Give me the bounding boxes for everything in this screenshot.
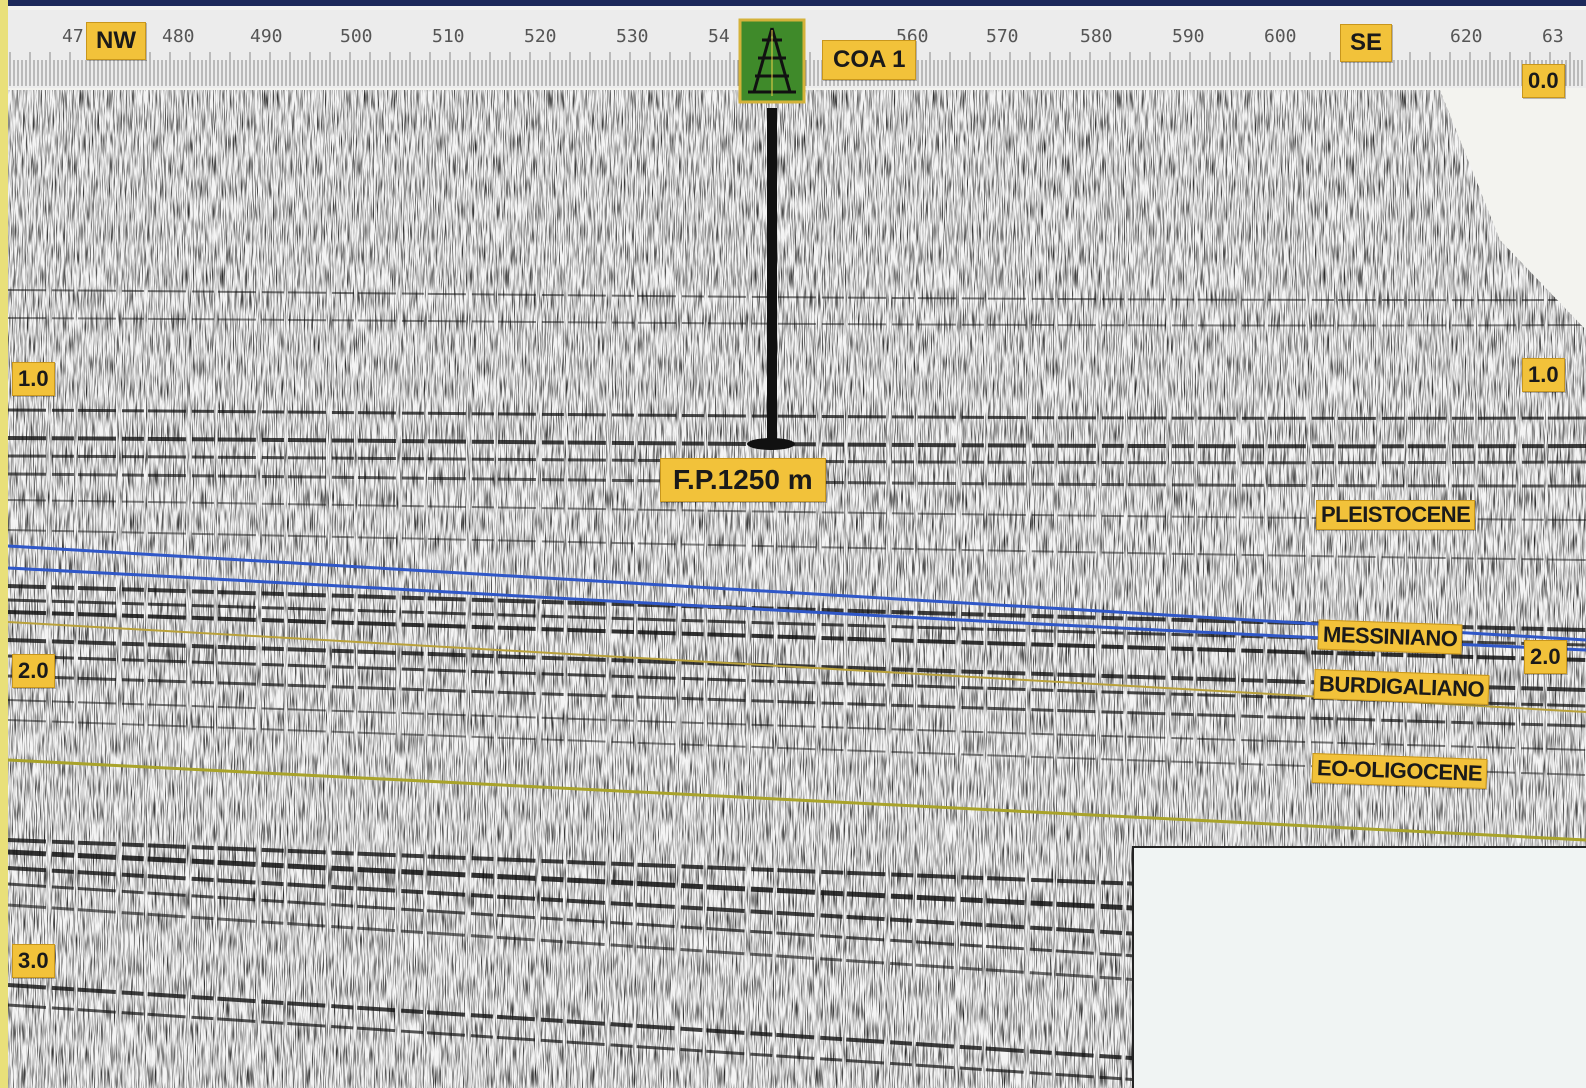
time-label-left-1: 1.0: [12, 362, 55, 396]
time-label-right-1: 1.0: [1522, 358, 1565, 392]
trace-tick-label: 54: [708, 26, 730, 47]
horizon-pleistocene-base: [8, 544, 1586, 642]
formation-label-pleistocene: PLEISTOCENE: [1316, 500, 1476, 530]
time-label-left-3: 3.0: [12, 944, 55, 978]
formation-label-eo-oligocene: EO-OLIGOCENE: [1311, 752, 1488, 790]
trace-tick-label: 520: [524, 26, 557, 47]
direction-label-nw: NW: [86, 22, 146, 60]
trace-tick-label: 600: [1264, 26, 1297, 47]
well-name-label: COA 1: [822, 40, 917, 80]
trace-tick-label: 620: [1450, 26, 1483, 47]
trace-tick-label: 490: [250, 26, 283, 47]
trace-tick-label: 590: [1172, 26, 1205, 47]
drilling-rig-icon: [738, 18, 806, 104]
horizon-burdigaliano: [8, 621, 1586, 713]
well-bottom-marker: [747, 438, 795, 450]
trace-tick-label: 510: [432, 26, 465, 47]
trace-tick-label: 580: [1080, 26, 1113, 47]
trace-tick-label: 500: [340, 26, 373, 47]
formation-label-messiniano: MESSINIANO: [1317, 619, 1463, 655]
direction-label-se: SE: [1340, 24, 1393, 62]
seismic-reflectors: [8, 289, 1586, 1088]
well-trajectory: [767, 108, 777, 442]
trace-tick-label: 530: [616, 26, 649, 47]
horizon-messiniano: [8, 566, 1586, 652]
frame-top-border: [0, 0, 1586, 6]
time-label-right-0: 0.0: [1522, 64, 1565, 98]
trace-hatch: [9, 52, 1583, 86]
final-depth-label: F.P.1250 m: [660, 458, 826, 502]
trace-tick-label: 63: [1542, 26, 1564, 47]
trace-tick-label: 47: [62, 26, 84, 47]
time-label-right-2: 2.0: [1524, 640, 1567, 674]
formation-label-burdigaliano: BURDIGALIANO: [1313, 668, 1490, 706]
frame-left-border: [0, 0, 8, 1088]
trace-tick-label: 570: [986, 26, 1019, 47]
time-label-left-2: 2.0: [12, 654, 55, 688]
blank-inset-area: [1132, 846, 1586, 1088]
trace-tick-label: 480: [162, 26, 195, 47]
